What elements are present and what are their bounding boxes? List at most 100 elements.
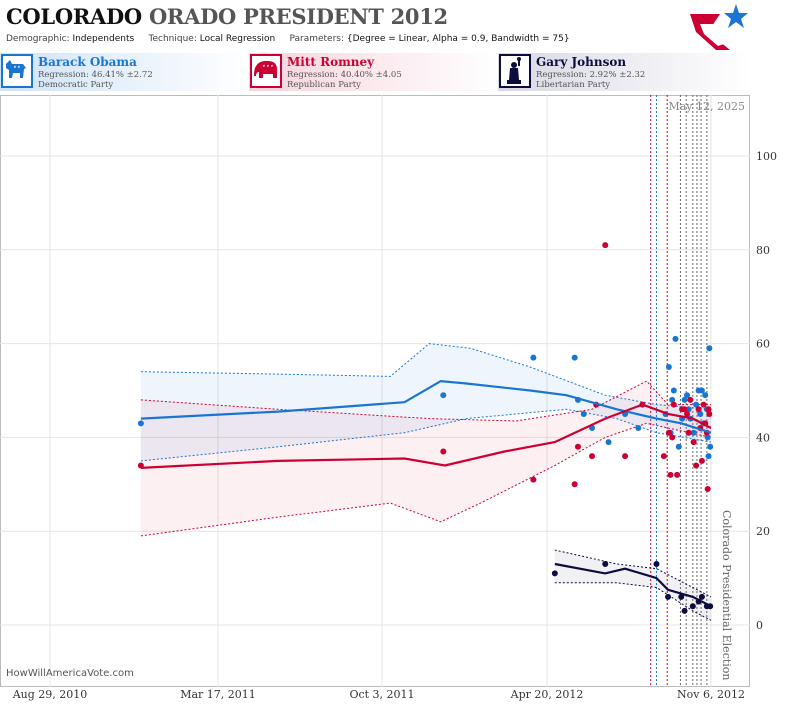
poll-point <box>665 593 672 600</box>
poll-point <box>704 434 711 441</box>
poll-chart: 0 20 40 60 80 100 Aug 29, 2010 Mar 17, 2011 Oct … <box>0 95 777 701</box>
poll-point <box>602 242 609 249</box>
poll-point <box>653 561 660 568</box>
trend-line <box>554 562 712 608</box>
poll-point <box>681 406 688 413</box>
title-state: COLORADO <box>6 4 142 29</box>
site-logo-icon <box>690 4 748 50</box>
candidate-legend: Barack Obama Regression: 46.41% ±2.72 De… <box>0 53 789 93</box>
header: COLORADO ORADO PRESIDENT 2012 Demographi… <box>0 0 789 52</box>
poll-point <box>700 401 707 408</box>
poll-point <box>665 364 672 371</box>
poll-point <box>622 453 629 460</box>
poll-point <box>670 387 677 394</box>
poll-point <box>697 410 704 417</box>
candidate-legend-backgrounds <box>0 53 750 91</box>
band-lower-line <box>140 422 712 537</box>
trend-line <box>140 379 712 434</box>
poll-point <box>675 443 682 450</box>
poll-point <box>551 570 558 577</box>
candidate-obama: Barack Obama Regression: 46.41% ±2.72 De… <box>0 53 248 91</box>
poll-point <box>530 476 537 483</box>
y-tick-label: 60 <box>756 338 770 351</box>
band-upper-line <box>140 380 711 422</box>
poll-point <box>684 392 691 399</box>
poll-point <box>690 429 697 436</box>
poll-point <box>440 392 447 399</box>
poll-point <box>681 607 688 614</box>
demographic-value: Independents <box>72 34 135 44</box>
poll-point <box>571 481 578 488</box>
statue-of-liberty-icon <box>499 54 531 88</box>
poll-point <box>589 453 596 460</box>
x-tick-label: Aug 29, 2010 <box>12 688 88 701</box>
parameters-value: {Degree = Linear, Alpha = 0.9, Bandwidth… <box>346 34 570 44</box>
candidate-regression: Regression: 40.40% ±4.05 <box>287 70 402 80</box>
candidate-regression: Regression: 46.41% ±2.72 <box>38 70 153 80</box>
poll-point <box>685 429 692 436</box>
poll-point <box>580 410 587 417</box>
poll-point <box>681 396 688 403</box>
poll-point <box>693 462 700 469</box>
elephant-icon <box>250 54 282 88</box>
title-rest: ORADO PRESIDENT 2012 <box>148 4 448 29</box>
confidence-band <box>140 343 711 461</box>
poll-point <box>530 354 537 361</box>
parameters-label: Parameters: <box>289 34 345 44</box>
poll-point <box>674 471 681 478</box>
poll-point <box>705 453 712 460</box>
site-credit: HowWillAmericaVote.com <box>6 668 134 679</box>
confidence-band <box>554 550 711 621</box>
candidate-party: Libertarian Party <box>536 80 611 90</box>
poll-point <box>687 396 694 403</box>
poll-point <box>698 457 705 464</box>
poll-point <box>669 396 676 403</box>
poll-point <box>602 561 609 568</box>
x-tick-label: Nov 6, 2012 <box>677 688 745 701</box>
y-tick-label: 0 <box>756 619 763 632</box>
candidate-party: Republican Party <box>287 80 361 90</box>
poll-point <box>684 410 691 417</box>
y-tick-label: 20 <box>756 525 770 538</box>
plot-frame <box>0 95 750 687</box>
poll-point <box>665 429 672 436</box>
y-tick-label: 40 <box>756 431 770 444</box>
poll-point <box>605 439 612 446</box>
parameters-line: Demographic: Independents Technique: Loc… <box>6 34 570 44</box>
candidate-name: Mitt Romney <box>287 55 375 69</box>
x-tick-label: Oct 3, 2011 <box>349 688 414 701</box>
poll-point <box>707 443 714 450</box>
poll-point <box>693 401 700 408</box>
poll-point <box>660 453 667 460</box>
poll-point <box>670 401 677 408</box>
poll-point <box>440 448 447 455</box>
poll-point <box>635 425 642 432</box>
poll-point <box>698 387 705 394</box>
candidate-romney: Mitt Romney Regression: 40.40% ±4.05 Rep… <box>249 53 497 91</box>
candidate-regression: Regression: 2.92% ±2.32 <box>536 70 646 80</box>
poll-point <box>702 392 709 399</box>
candidate-name: Gary Johnson <box>536 55 627 69</box>
poll-point <box>706 345 713 352</box>
poll-point <box>672 335 679 342</box>
donkey-icon <box>1 54 33 88</box>
trend-line <box>140 403 712 469</box>
date-label: May 12, 2025 <box>668 100 745 113</box>
confidence-band <box>140 381 711 536</box>
poll-point <box>695 406 702 413</box>
y-tick-label: 100 <box>756 150 777 163</box>
poll-point <box>705 406 712 413</box>
poll-point <box>706 410 713 417</box>
y-tick-label: 80 <box>756 244 770 257</box>
technique-label: Technique: <box>148 34 197 44</box>
band-lower-line <box>554 582 712 621</box>
poll-point <box>689 603 696 610</box>
event-label: Colorado Presidential Election <box>720 510 733 681</box>
poll-point <box>669 434 676 441</box>
poll-point <box>678 593 685 600</box>
candidate-party: Democratic Party <box>38 80 114 90</box>
demographic-label: Demographic: <box>6 34 70 44</box>
poll-point <box>690 439 697 446</box>
poll-point <box>137 420 144 427</box>
x-tick-label: Apr 20, 2012 <box>510 688 584 701</box>
